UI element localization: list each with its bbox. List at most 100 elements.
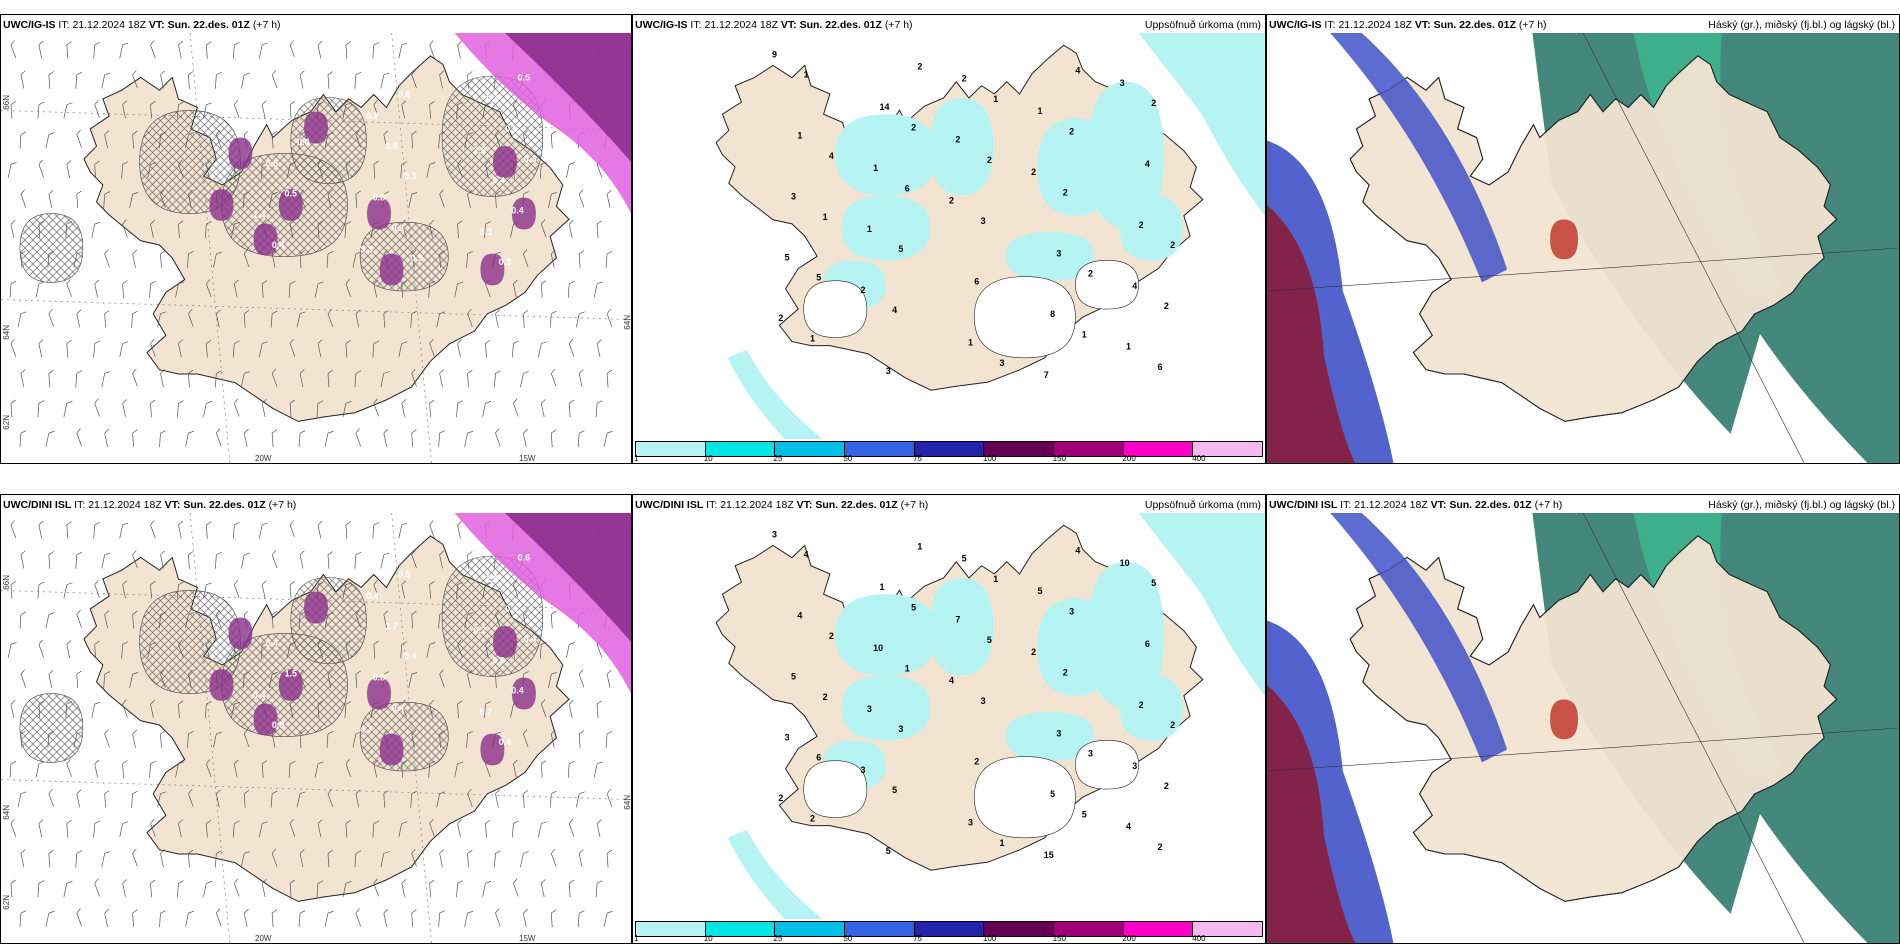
wind-barb <box>429 581 435 599</box>
wind-barb <box>456 400 463 418</box>
wind-barb <box>231 221 240 238</box>
colorbar-label: 75 <box>913 934 923 943</box>
wind-barb <box>66 41 72 59</box>
wind-barb <box>132 610 138 629</box>
model-name: UWC/IG-IS <box>3 19 56 31</box>
wind-barb <box>271 848 278 867</box>
wind-barb <box>75 551 83 569</box>
value-label: 0.6 <box>492 656 504 666</box>
accum-value: 2 <box>1088 269 1093 279</box>
accum-value: 6 <box>974 277 979 287</box>
lon-label: 20W <box>255 454 272 463</box>
wind-barb <box>159 611 166 629</box>
wind-barb <box>37 880 45 898</box>
accum-value: 3 <box>785 732 790 742</box>
value-label: 0.4 <box>511 686 523 696</box>
panel-dini-wind: UWC/DINI ISL IT: 21.12.2024 18Z VT: Sun.… <box>0 494 632 944</box>
wind-barb <box>540 760 547 778</box>
wind-barb <box>411 130 417 149</box>
wind-barb <box>603 430 613 447</box>
wind-barb <box>298 910 306 928</box>
value-label: 3.2 <box>247 608 259 618</box>
precip-cell <box>480 253 505 286</box>
precip-cell <box>278 669 303 701</box>
wind-barb <box>205 221 212 239</box>
value-label: 0.4 <box>272 240 284 250</box>
wind-barb <box>595 400 603 418</box>
wind-barb <box>104 428 110 447</box>
wind-barb <box>485 339 491 358</box>
accum-value: 1 <box>993 94 998 104</box>
wind-barb <box>159 430 166 448</box>
wind-barb <box>150 219 156 238</box>
wind-barb <box>94 579 100 598</box>
precip-colorbar: 1 10 25 50 75 100 150 200 400 <box>633 919 1265 943</box>
wind-barb <box>10 818 17 837</box>
value-label: 0.4 <box>486 94 498 104</box>
wind-barb <box>606 190 612 208</box>
wind-barb <box>327 670 333 688</box>
accum-value: 4 <box>1075 546 1080 556</box>
wind-barb <box>484 701 491 719</box>
wind-barb <box>603 910 613 927</box>
wind-barb <box>19 131 27 149</box>
wind-barb <box>410 790 418 808</box>
wind-barb <box>520 851 529 868</box>
field-title: Uppsöfnuð úrkoma (mm) <box>1144 499 1261 511</box>
wind-barb <box>522 790 529 808</box>
accum-value: 9 <box>772 49 777 59</box>
precip-cell <box>253 223 278 256</box>
accum-value: 2 <box>829 631 834 641</box>
wind-barb <box>103 671 111 689</box>
colorbar-label: 25 <box>773 934 783 943</box>
wind-barb <box>550 848 557 867</box>
wind-barb <box>439 250 445 268</box>
wind-barb <box>104 908 110 927</box>
wind-barb <box>317 819 323 838</box>
wind-barb <box>495 129 501 148</box>
wind-barb <box>577 430 585 448</box>
wind-barb <box>439 669 445 688</box>
wind-barb <box>206 819 212 838</box>
wind-barb <box>122 280 128 298</box>
wind-barb <box>206 160 211 179</box>
wind-barb <box>342 881 352 897</box>
low-cloud <box>1330 513 1508 763</box>
wind-barb <box>436 791 446 808</box>
wind-barb <box>596 700 603 719</box>
wind-barb <box>160 550 165 569</box>
precip-field <box>930 97 994 196</box>
wind-barb <box>7 642 17 659</box>
wind-barb <box>243 790 250 808</box>
low-cloud-dense <box>1550 219 1578 260</box>
wind-barb <box>149 760 156 778</box>
wind-barb <box>344 701 352 719</box>
grid-line <box>1267 247 1899 292</box>
value-label: 1.5 <box>486 574 498 584</box>
wind-barb <box>568 699 574 718</box>
wind-barb <box>187 251 194 268</box>
wind-barb <box>467 849 473 868</box>
wind-barb <box>35 281 45 298</box>
wind-barb <box>342 102 352 119</box>
colorbar-swatch <box>914 442 985 456</box>
wind-barb <box>45 430 55 447</box>
wind-barb <box>188 308 194 327</box>
wind-barb <box>567 760 575 778</box>
panel-header: UWC/DINI ISL IT: 21.12.2024 18Z VT: Sun.… <box>635 499 1261 511</box>
wind-barb <box>539 641 547 659</box>
accum-value: 2 <box>1158 842 1163 852</box>
value-label: 0.3 <box>404 171 416 181</box>
value-label: 0.6 <box>379 539 391 549</box>
wind-barb <box>344 221 352 239</box>
wind-barb <box>354 71 362 89</box>
wind-barb <box>373 640 379 659</box>
wind-barb <box>513 579 519 598</box>
precip-cell <box>278 189 303 221</box>
accum-value: 2 <box>949 196 954 206</box>
wind-barb <box>243 908 249 927</box>
wind-barb <box>289 879 296 898</box>
hatched-area <box>359 221 449 292</box>
wind-barb <box>373 878 379 897</box>
wind-barb <box>271 70 278 89</box>
